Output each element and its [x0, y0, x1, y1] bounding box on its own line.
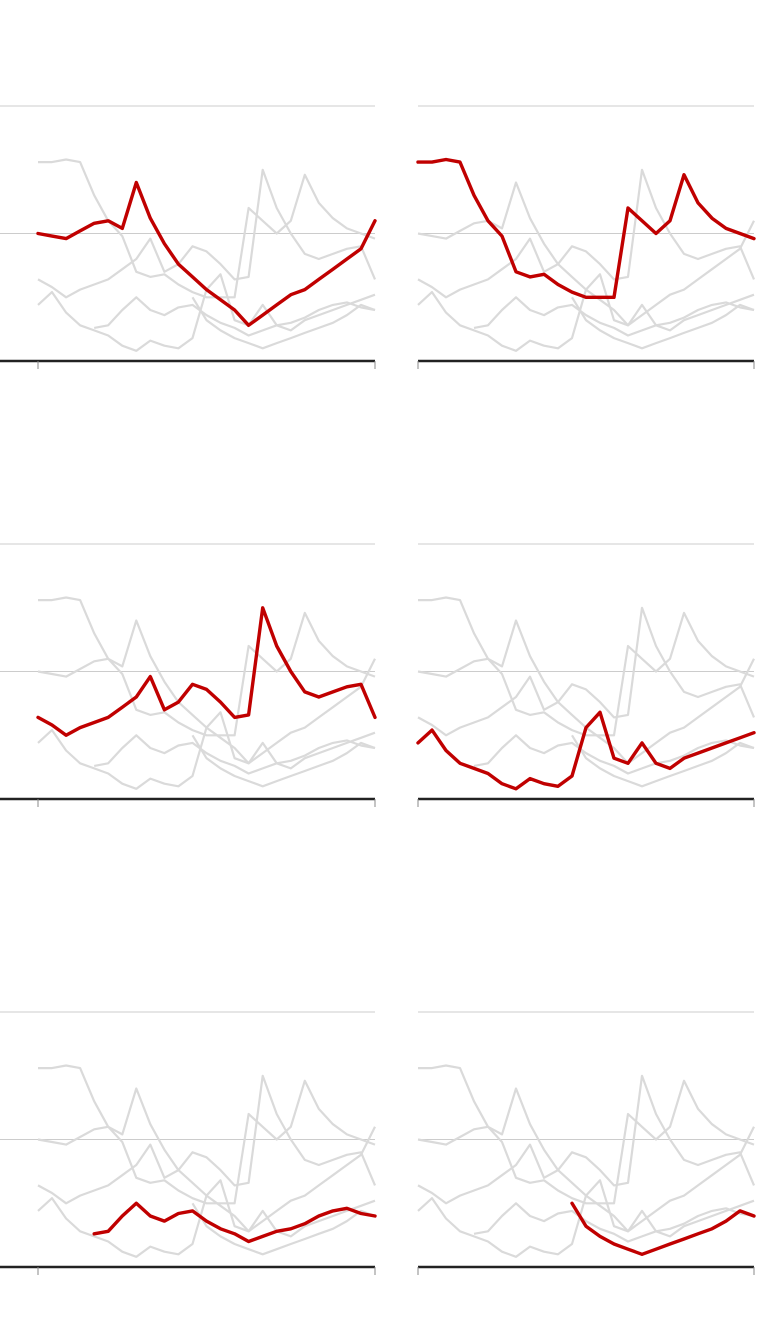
- context-line-B: [418, 596, 755, 737]
- highlight-line-C: [36, 606, 377, 737]
- context-line-A: [37, 619, 376, 765]
- context-line-C: [417, 606, 756, 737]
- context-line-E: [93, 734, 376, 775]
- context-line-F: [571, 296, 755, 350]
- panel-F: [417, 1011, 756, 1275]
- context-line-B: [38, 596, 376, 737]
- context-line-C: [417, 168, 756, 299]
- highlight-line-A: [36, 180, 377, 327]
- panel-D: [416, 543, 756, 807]
- context-line-E: [93, 296, 376, 337]
- panel-A: [0, 105, 377, 369]
- context-line-E: [473, 296, 755, 337]
- context-line-B: [418, 1064, 755, 1205]
- context-line-F: [191, 1202, 376, 1256]
- context-line-E: [473, 1202, 755, 1243]
- context-line-A: [37, 1087, 376, 1233]
- context-line-F: [191, 296, 376, 350]
- context-line-A: [417, 1087, 755, 1233]
- context-line-C: [37, 1074, 377, 1205]
- panel-B: [416, 105, 756, 369]
- highlight-line-F: [570, 1201, 756, 1256]
- context-line-C: [37, 168, 377, 299]
- context-line-F: [191, 734, 376, 788]
- panel-E: [0, 1011, 377, 1275]
- context-line-D: [417, 273, 755, 352]
- context-line-B: [38, 158, 376, 299]
- context-line-E: [473, 734, 755, 775]
- context-line-A: [417, 619, 755, 765]
- context-line-F: [571, 734, 755, 788]
- panel-C: [0, 543, 377, 807]
- context-line-D: [37, 1179, 376, 1258]
- highlight-line-D: [416, 710, 756, 791]
- context-line-D: [37, 711, 376, 790]
- context-line-D: [417, 1179, 755, 1258]
- highlight-line-B: [416, 157, 756, 299]
- context-line-A: [417, 181, 755, 327]
- context-line-C: [417, 1074, 756, 1205]
- context-line-B: [38, 1064, 376, 1205]
- highlight-line-E: [92, 1201, 377, 1244]
